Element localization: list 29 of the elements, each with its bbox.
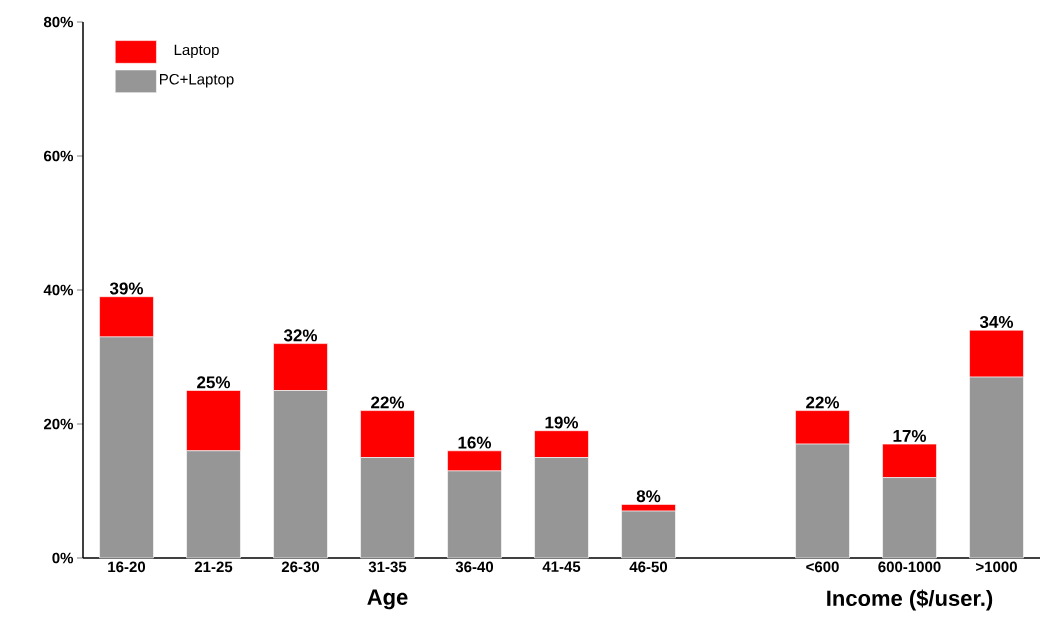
total-label: 22% xyxy=(806,396,840,409)
x-tick-label: >1000 xyxy=(976,561,1017,573)
legend-label: PC+Laptop xyxy=(159,73,234,88)
x-tick-label: 31-35 xyxy=(368,561,407,573)
x-axis-title: Age xyxy=(367,589,408,610)
total-label: 16% xyxy=(458,436,492,449)
total-label: 25% xyxy=(197,376,231,389)
x-tick-label: 16-20 xyxy=(108,561,146,573)
text: Income ($/user.) xyxy=(827,589,993,611)
total-label: 19% xyxy=(545,416,579,429)
x-tick-label: 41-45 xyxy=(542,561,581,572)
total-label: 32% xyxy=(283,329,318,342)
x-tick-label: 26-30 xyxy=(281,561,320,573)
y-tick-label: 60% xyxy=(44,150,74,162)
y-tick-label: 40% xyxy=(43,284,74,296)
x-tick-label: 36-40 xyxy=(455,561,494,573)
x-tick-label: 21-25 xyxy=(194,561,233,573)
total-label: 39% xyxy=(109,282,144,295)
x-tick-label: 600-1000 xyxy=(878,561,941,573)
legend-label: Laptop xyxy=(174,44,219,59)
total-label: 34% xyxy=(979,315,1014,328)
y-tick-label: 20% xyxy=(43,418,74,430)
x-tick-label: <600 xyxy=(806,561,839,573)
x-tick-label: 46-50 xyxy=(629,561,668,573)
total-label: 17% xyxy=(893,429,927,442)
total-label: 22% xyxy=(371,396,405,409)
y-tick-label: 80% xyxy=(43,16,74,28)
total-label: 8% xyxy=(636,490,661,503)
y-tick-label: 0% xyxy=(52,552,74,564)
